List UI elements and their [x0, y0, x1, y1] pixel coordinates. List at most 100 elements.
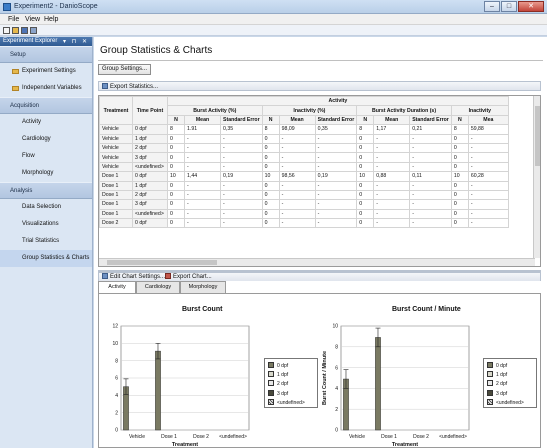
explorer-item-cardiology[interactable]: Cardiology [0, 131, 92, 148]
title-divider [98, 60, 543, 61]
maximize-button[interactable]: □ [501, 1, 517, 12]
sub-header[interactable]: N [356, 114, 375, 126]
table-cell: 8 [261, 124, 280, 135]
table-cell: - [184, 199, 221, 210]
legend-swatch [487, 371, 493, 378]
explorer-item-morphology[interactable]: Morphology [0, 165, 92, 182]
chart-1-title: Burst Count [182, 306, 223, 313]
edit-chart-settings-button[interactable]: Edit Chart Settings... [102, 273, 165, 280]
sub-header[interactable]: Mean [184, 114, 221, 126]
table-cell: - [467, 180, 509, 191]
table-cell: <undefined> [132, 161, 168, 173]
explorer-item-activity[interactable]: Activity [0, 114, 92, 131]
explorer-item-trial-statistics[interactable]: Trial Statistics [0, 233, 92, 250]
table-cell: - [220, 218, 263, 229]
explorer-item-label: Independent Variables [22, 85, 82, 91]
explorer-group-setup[interactable]: Setup [0, 46, 92, 63]
sub-header[interactable]: N [167, 114, 185, 126]
menu-help[interactable]: Help [44, 16, 59, 23]
explorer-group-acquisition[interactable]: Acquisition [0, 97, 92, 114]
group-settings-button[interactable]: Group Settings... [98, 64, 152, 75]
explorer-item-independent-variables[interactable]: Independent Variables [0, 80, 92, 97]
pane-splitter[interactable] [98, 270, 541, 272]
table-cell: 8 [450, 124, 469, 135]
export-statistics-button[interactable]: Export Statistics... [102, 83, 158, 90]
explorer-item-visualizations[interactable]: Visualizations [0, 216, 92, 233]
table-cell: Vehicle [99, 142, 133, 154]
table-cell: 0 [167, 152, 185, 163]
explorer-item-group-statistics[interactable]: Group Statistics & Charts [0, 250, 92, 267]
explorer-header-buttons[interactable]: ▾ ⊓ ✕ [62, 39, 89, 45]
table-cell: 0 [356, 208, 375, 220]
table-cell: - [373, 152, 411, 163]
tab-cardiology[interactable]: Cardiology [136, 281, 180, 293]
explorer-item-flow[interactable]: Flow [0, 148, 92, 165]
statistics-body: Vehicle 0 dpf 8 1.91 0,35 8 98,09 0,35 8 1,17 0,21… [99, 124, 509, 229]
minimize-button[interactable]: – [484, 1, 500, 12]
sub-header[interactable]: Mean [278, 114, 316, 126]
table-cell: 10 [450, 171, 469, 182]
save-icon[interactable] [21, 27, 28, 34]
table-cell: 10 [261, 171, 280, 182]
table-cell: Dose 1 [99, 199, 133, 210]
table-cell: 3 dpf [132, 152, 168, 163]
table-row[interactable]: Vehicle 0 dpf 8 1.91 0,35 8 98,09 0,35 8 1,17 0,21… [99, 124, 509, 135]
table-cell: - [278, 142, 316, 154]
table-row[interactable]: Vehicle <undefined> 0- -0- -0- -0- [99, 161, 509, 173]
menu-file[interactable]: File [8, 16, 20, 23]
sub-header[interactable]: Mea [467, 114, 509, 126]
table-cell: 0,21 [409, 124, 452, 135]
sub-header[interactable]: Standard Error [409, 114, 452, 126]
sub-header[interactable]: N [450, 114, 469, 126]
header-time-point[interactable]: Time Point [132, 96, 168, 126]
table-cell: 0 [261, 199, 280, 210]
table-cell: - [220, 152, 263, 163]
tab-morphology[interactable]: Morphology [180, 281, 226, 293]
burst-count-chart: 0 2 4 6 8 10 12 Vehicle Dose 1 Dose 2 <undefined> T… [112, 324, 250, 448]
table-cell: 0 [450, 180, 469, 191]
table-cell: 0,19 [314, 171, 358, 182]
header-treatment[interactable]: Treatment [99, 96, 133, 126]
bar[interactable] [155, 350, 161, 431]
explorer-group-analysis[interactable]: Analysis [0, 182, 92, 199]
table-row[interactable]: Vehicle 3 dpf 0- -0- -0- -0- [99, 152, 509, 163]
new-icon[interactable] [3, 27, 10, 34]
grid-horizontal-scrollbar[interactable] [99, 258, 535, 266]
explorer-item-data-selection[interactable]: Data Selection [0, 199, 92, 216]
chart-toolbar: Edit Chart Settings... Export Chart... [98, 272, 541, 281]
grid-vertical-scrollbar[interactable] [533, 96, 540, 258]
open-icon[interactable] [12, 27, 19, 34]
table-row[interactable]: Vehicle 1 dpf 0- -0- -0- -0- [99, 133, 509, 144]
export-chart-label: Export Chart... [173, 274, 212, 280]
legend-swatch [487, 362, 493, 368]
bar[interactable] [375, 337, 381, 431]
sub-header[interactable]: Standard Error [220, 114, 263, 126]
table-cell: 0 [167, 208, 185, 220]
scroll-thumb[interactable] [535, 106, 540, 166]
legend-label: 3 dpf [277, 390, 289, 397]
y-tick-label: 4 [335, 386, 338, 392]
sub-header[interactable]: Mean [373, 114, 411, 126]
table-row[interactable]: Dose 1 <undefined> 0- -0- -0- -0- [99, 208, 509, 220]
table-cell: - [220, 189, 263, 201]
table-cell: 10 [167, 171, 185, 182]
explorer-item-experiment-settings[interactable]: Experiment Settings [0, 63, 92, 80]
save-as-icon[interactable] [30, 27, 37, 34]
sub-header[interactable]: N [261, 114, 280, 126]
table-cell: 1,44 [184, 171, 221, 182]
menu-view[interactable]: View [25, 16, 41, 23]
statistics-grid: Treatment Time Point Activity Burst Acti… [98, 95, 541, 267]
sub-header[interactable]: Standard Error [314, 114, 358, 126]
scroll-thumb[interactable] [107, 260, 217, 265]
tab-activity[interactable]: Activity [98, 281, 136, 294]
close-button[interactable]: ✕ [518, 1, 544, 12]
table-row[interactable]: Vehicle 2 dpf 0- -0- -0- -0- [99, 142, 509, 154]
export-chart-button[interactable]: Export Chart... [165, 273, 212, 280]
table-cell: 0,35 [314, 124, 358, 135]
table-cell: 0 [261, 189, 280, 201]
